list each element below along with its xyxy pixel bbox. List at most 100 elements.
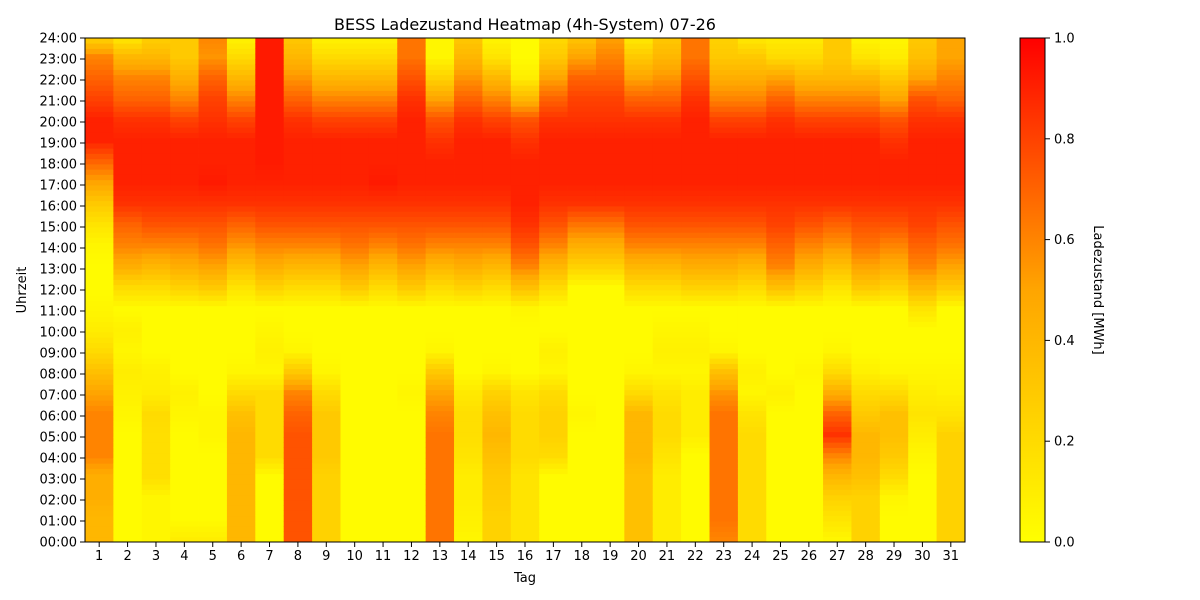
heatmap-cell: [681, 179, 710, 186]
heatmap-cell: [312, 137, 341, 144]
heatmap-cell: [652, 479, 682, 485]
heatmap-cell: [908, 153, 938, 160]
heatmap-cell: [425, 358, 455, 364]
heatmap-cell: [397, 269, 427, 275]
heatmap-cell: [141, 216, 171, 223]
heatmap-cell: [908, 458, 938, 464]
heatmap-cell: [908, 211, 938, 217]
heatmap-cell: [85, 442, 114, 448]
heatmap-cell: [113, 179, 143, 186]
heatmap-cell: [794, 185, 824, 191]
heatmap-cell: [454, 515, 483, 522]
heatmap-cell: [766, 342, 796, 349]
heatmap-cell: [624, 137, 654, 144]
heatmap-cell: [652, 174, 682, 181]
heatmap-cell: [198, 342, 228, 349]
heatmap-cell: [652, 85, 682, 91]
heatmap-cell: [879, 337, 909, 343]
heatmap-cell: [709, 253, 739, 259]
heatmap-cell: [340, 132, 370, 139]
heatmap-cell: [312, 305, 341, 312]
heatmap-cell: [510, 248, 540, 254]
heatmap-cell: [198, 153, 228, 160]
heatmap-cell: [567, 521, 597, 527]
heatmap-cell: [312, 531, 341, 538]
heatmap-cell: [283, 53, 313, 60]
heatmap-cell: [879, 253, 909, 259]
heatmap-cell: [567, 400, 597, 406]
heatmap-cell: [454, 353, 483, 359]
heatmap-cell: [567, 38, 597, 44]
heatmap-cell: [652, 221, 682, 228]
heatmap-cell: [283, 158, 313, 165]
heatmap-cell: [397, 395, 427, 401]
heatmap-cell: [312, 300, 341, 307]
heatmap-cell: [312, 127, 341, 133]
heatmap-cell: [766, 337, 796, 343]
heatmap-cell: [879, 358, 909, 364]
heatmap-cell: [454, 384, 483, 391]
heatmap-cell: [368, 242, 398, 249]
heatmap-cell: [823, 337, 852, 343]
heatmap-cell: [141, 505, 171, 511]
heatmap-cell: [510, 132, 540, 139]
heatmap-cell: [482, 80, 512, 86]
heatmap-cell: [539, 195, 568, 202]
heatmap-cell: [908, 127, 938, 133]
heatmap-cell: [454, 342, 483, 349]
heatmap-cell: [85, 347, 114, 354]
heatmap-cell: [709, 248, 739, 254]
heatmap-cell: [539, 494, 568, 501]
heatmap-cell: [936, 521, 966, 527]
heatmap-cell: [851, 237, 881, 244]
heatmap-cell: [652, 279, 682, 286]
heatmap-cell: [908, 489, 938, 496]
heatmap-cell: [312, 237, 341, 244]
heatmap-cell: [368, 416, 398, 422]
heatmap-cell: [908, 64, 938, 70]
heatmap-cell: [397, 80, 427, 86]
heatmap-cell: [340, 342, 370, 349]
heatmap-cell: [170, 500, 199, 506]
heatmap-cell: [709, 489, 739, 496]
heatmap-cell: [141, 426, 171, 433]
heatmap-cell: [113, 127, 143, 133]
heatmap-cell: [681, 74, 710, 81]
heatmap-cell: [454, 237, 483, 244]
heatmap-cell: [198, 263, 228, 270]
heatmap-cell: [482, 416, 512, 422]
heatmap-cell: [255, 59, 285, 65]
heatmap-cell: [170, 195, 199, 202]
heatmap-cell: [198, 38, 228, 44]
heatmap-cell: [681, 43, 710, 49]
x-tick-label: 3: [152, 549, 160, 564]
heatmap-cell: [539, 116, 568, 123]
heatmap-cell: [283, 132, 313, 139]
heatmap-cell: [851, 405, 881, 412]
heatmap-cell: [141, 358, 171, 364]
heatmap-cell: [368, 363, 398, 370]
heatmap-cell: [85, 426, 114, 433]
heatmap-cell: [340, 458, 370, 464]
heatmap-cell: [794, 200, 824, 207]
heatmap-cell: [510, 316, 540, 322]
heatmap-cell: [113, 305, 143, 312]
heatmap-cell: [510, 69, 540, 76]
heatmap-cell: [652, 442, 682, 448]
heatmap-cell: [652, 227, 682, 233]
heatmap-cell: [936, 437, 966, 443]
heatmap-cell: [823, 515, 852, 522]
heatmap-cell: [624, 263, 654, 270]
heatmap-cell: [198, 337, 228, 343]
heatmap-cell: [368, 463, 398, 469]
heatmap-cell: [681, 38, 710, 44]
heatmap-cell: [879, 80, 909, 86]
heatmap-cell: [737, 505, 767, 511]
heatmap-cell: [198, 111, 228, 118]
heatmap-cell: [681, 526, 710, 532]
heatmap-cell: [454, 53, 483, 60]
heatmap-cell: [425, 326, 455, 333]
heatmap-cell: [936, 321, 966, 328]
heatmap-cell: [595, 395, 625, 401]
heatmap-cell: [312, 363, 341, 370]
